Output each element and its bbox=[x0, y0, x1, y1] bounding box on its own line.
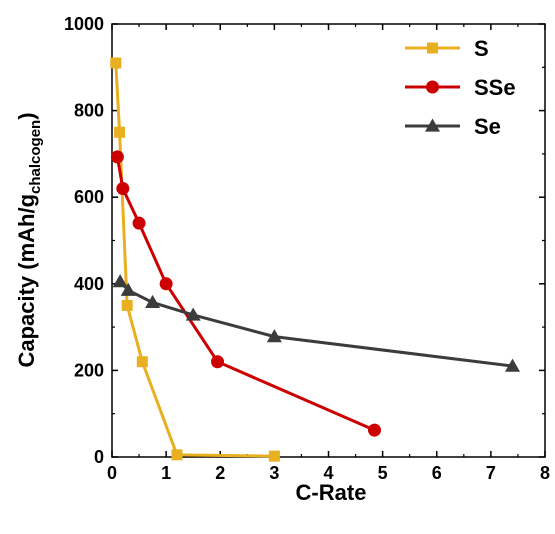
series-s-point bbox=[114, 126, 126, 138]
axes: 0 1 2 3 4 5 6 7 8 0 200 400 600 800 1000 bbox=[64, 14, 550, 483]
x-tick-label: 8 bbox=[540, 463, 550, 483]
series-se-point bbox=[145, 294, 161, 309]
legend-item-sse: SSe bbox=[405, 75, 516, 100]
x-tick-label: 1 bbox=[161, 463, 171, 483]
series-se-point bbox=[505, 358, 521, 372]
series-se-point bbox=[112, 274, 128, 288]
series-se-line bbox=[119, 280, 513, 368]
x-tick-label: 5 bbox=[378, 463, 388, 483]
series-s-line bbox=[114, 62, 275, 458]
x-tick-label: 4 bbox=[323, 463, 333, 483]
legend: S SSe Se bbox=[405, 36, 516, 139]
y-tick-label: 1000 bbox=[64, 14, 104, 34]
x-tick-label: 2 bbox=[215, 463, 225, 483]
series-se-point bbox=[185, 307, 201, 321]
series-s-point bbox=[110, 57, 122, 69]
y-axis-title-main: Capacity (mAh/g bbox=[14, 194, 39, 368]
legend-label-s: S bbox=[474, 36, 489, 61]
legend-marker-se bbox=[425, 118, 440, 132]
series-layer bbox=[110, 57, 521, 462]
legend-label-sse: SSe bbox=[474, 75, 516, 100]
y-tick-label: 800 bbox=[74, 101, 104, 121]
series-s-point bbox=[171, 449, 183, 461]
y-axis-title-close: ) bbox=[14, 112, 39, 119]
legend-marker-s bbox=[427, 42, 438, 54]
series-sse-point bbox=[132, 216, 146, 230]
x-axis-title: C-Rate bbox=[296, 480, 367, 505]
y-axis-title-subscript: chalcogen bbox=[27, 120, 44, 194]
legend-marker-sse bbox=[426, 80, 439, 94]
series-s-point bbox=[136, 356, 148, 368]
x-tick-label: 6 bbox=[432, 463, 442, 483]
y-tick-label: 200 bbox=[74, 360, 104, 380]
series-se bbox=[112, 274, 521, 372]
series-sse-point bbox=[368, 423, 382, 437]
legend-label-se: Se bbox=[474, 114, 501, 139]
series-s bbox=[110, 57, 280, 462]
y-axis-title: Capacity (mAh/gchalcogen) bbox=[14, 112, 44, 367]
series-se-point bbox=[120, 282, 136, 296]
series-sse-point bbox=[211, 355, 225, 369]
series-sse-point bbox=[159, 277, 173, 291]
series-sse-point bbox=[116, 182, 130, 196]
series-s-point bbox=[268, 450, 280, 462]
x-tick-label: 0 bbox=[107, 463, 117, 483]
legend-item-s: S bbox=[405, 36, 489, 61]
series-sse bbox=[110, 150, 382, 437]
x-tick-label: 7 bbox=[486, 463, 496, 483]
series-s-point bbox=[121, 299, 133, 311]
series-sse-line bbox=[115, 156, 376, 432]
x-tick-label: 3 bbox=[269, 463, 279, 483]
y-tick-label: 0 bbox=[94, 447, 104, 467]
series-se-point bbox=[266, 329, 282, 343]
y-tick-label: 400 bbox=[74, 274, 104, 294]
legend-item-se: Se bbox=[405, 114, 501, 139]
series-sse-point bbox=[110, 150, 124, 164]
y-tick-label: 600 bbox=[74, 187, 104, 207]
